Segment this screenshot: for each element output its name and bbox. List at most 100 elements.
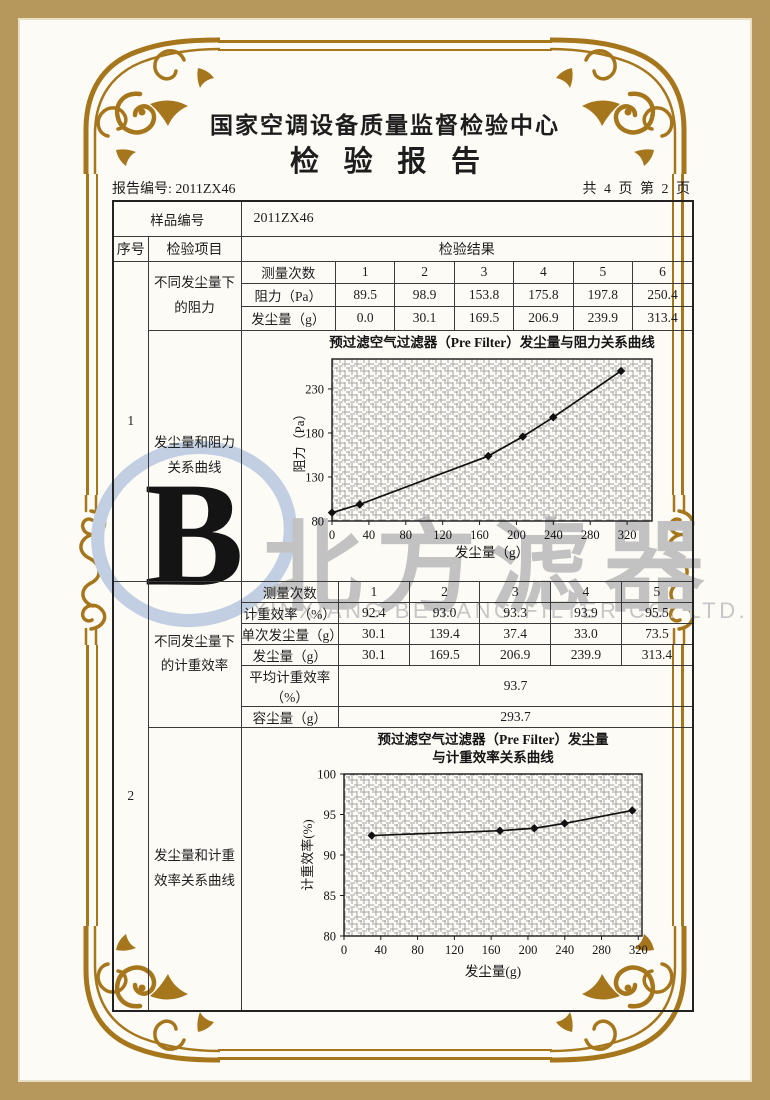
cell: 92.4 [338, 601, 410, 624]
cell: 30.1 [338, 643, 410, 666]
resistance-vs-dust-chart: 0 40 80 120 160 200 240 280 320 80 130 180 230 预过滤空气过… [292, 334, 655, 560]
section1-subtable-cell: 测量次数 1 2 3 4 5 6 阻力（Pa） 89.5 [240, 260, 694, 331]
svg-text:阻力（Pa）: 阻力（Pa） [292, 407, 307, 472]
section2-item-bottom: 发尘量和计重效率关系曲线 [147, 726, 242, 1011]
svg-text:40: 40 [374, 943, 387, 957]
svg-text:230: 230 [305, 382, 324, 396]
svg-text:160: 160 [470, 528, 489, 542]
cell: 93.9 [550, 601, 622, 624]
table-header-row: 序号 检验项目 检验结果 [112, 235, 694, 262]
report-number-label: 报告编号: [112, 182, 172, 197]
cell: 30.1 [338, 622, 410, 645]
cell: 5 [572, 261, 634, 284]
svg-text:85: 85 [323, 889, 336, 903]
frame-line-left-inner-lower [96, 645, 98, 926]
cell: 5 [620, 581, 692, 603]
resistance-subtable: 测量次数 1 2 3 4 5 6 阻力（Pa） 89.5 [241, 261, 692, 330]
svg-text:0: 0 [328, 528, 334, 542]
svg-text:发尘量（g）: 发尘量（g） [454, 545, 528, 560]
svg-text:180: 180 [305, 426, 324, 440]
svg-text:280: 280 [592, 943, 611, 957]
cell: 测量次数 [241, 261, 336, 284]
efficiency-subtable: 测量次数 1 2 3 4 5 计重效率（%） 92.4 93.0 [241, 581, 692, 727]
inspection-center-name: 国家空调设备质量监督检验中心 [210, 112, 560, 138]
section2-chart-row: 发尘量和计重效率关系曲线 0 40 80 120 160 200 240 280 320 80 85… [113, 726, 694, 1011]
table-row: 计重效率（%） 92.4 93.0 93.3 93.9 95.5 [241, 601, 692, 624]
sample-number-value: 2011ZX46 [240, 200, 694, 237]
svg-text:发尘量(g): 发尘量(g) [464, 964, 520, 979]
cell: 89.5 [334, 283, 396, 307]
svg-text:80: 80 [399, 528, 412, 542]
frame-line-left-outer-upper [86, 174, 89, 495]
cell: 250.4 [632, 283, 692, 307]
col-header-item: 检验项目 [147, 235, 242, 262]
table-row: 平均计重效率（%） 93.7 [241, 664, 692, 707]
cell: 测量次数 [241, 581, 339, 603]
frame-line-top-outer [218, 40, 552, 43]
cell: 1 [334, 261, 396, 284]
frame-line-top-inner [218, 49, 552, 51]
sample-number-label: 样品编号 [112, 200, 242, 237]
cell: 239.9 [550, 643, 622, 666]
cell: 95.5 [620, 601, 692, 624]
cell: 313.4 [632, 306, 692, 330]
svg-text:200: 200 [518, 943, 537, 957]
cell: 93.0 [408, 601, 481, 624]
average-efficiency-label: 平均计重效率（%） [241, 664, 339, 707]
col-header-result: 检验结果 [240, 235, 694, 262]
cell: 2 [408, 581, 481, 603]
table-row: 测量次数 1 2 3 4 5 6 [241, 261, 692, 284]
svg-text:100: 100 [317, 767, 336, 781]
cell: 313.4 [620, 643, 692, 666]
section2-seq: 2 [112, 580, 149, 1011]
cell: 2 [394, 261, 455, 284]
dust-capacity-label: 容尘量（g） [241, 705, 339, 727]
cell: 239.9 [572, 306, 634, 330]
section2-chart-cell: 0 40 80 120 160 200 240 280 320 80 85 90 95 100 预过滤空气过… [240, 726, 694, 1011]
report-title: 检验报告 [290, 146, 505, 178]
svg-text:240: 240 [555, 943, 574, 957]
frame-line-left-outer-lower [86, 645, 89, 926]
svg-text:80: 80 [323, 929, 336, 943]
section2-subtable-cell: 测量次数 1 2 3 4 5 计重效率（%） 92.4 93.0 [240, 580, 694, 728]
cell: 3 [453, 261, 515, 284]
table-row: 阻力（Pa） 89.5 98.9 153.8 175.8 197.8 250.4 [241, 283, 692, 307]
svg-text:240: 240 [543, 528, 562, 542]
section1-chart-cell: 0 40 80 120 160 200 240 280 320 80 130 180 230 预过滤空气过… [240, 329, 694, 582]
efficiency-vs-dust-chart: 0 40 80 120 160 200 240 280 320 80 85 90 95 100 预过滤空气过… [300, 731, 648, 979]
table-row: 单次发尘量（g） 30.1 139.4 37.4 33.0 73.5 [241, 622, 692, 645]
cell: 1 [338, 581, 410, 603]
dust-capacity-value: 293.7 [338, 705, 692, 727]
section2-data-row: 2 不同发尘量下的计重效率 测量次数 1 2 3 4 5 [112, 580, 694, 1011]
svg-text:95: 95 [323, 808, 336, 822]
section1-item-top: 不同发尘量下的阻力 [147, 260, 242, 331]
section1-chart-row: 发尘量和阻力关系曲线 0 40 80 120 160 200 240 280 320 80 130 1… [113, 329, 694, 582]
table-row: 测量次数 1 2 3 4 5 [241, 581, 692, 603]
cell: 197.8 [572, 283, 634, 307]
svg-text:280: 280 [580, 528, 599, 542]
cell: 发尘量（g） [241, 643, 339, 666]
svg-text:80: 80 [411, 943, 424, 957]
cell: 153.8 [453, 283, 515, 307]
cell: 206.9 [479, 643, 552, 666]
svg-text:320: 320 [617, 528, 636, 542]
cell: 169.5 [408, 643, 481, 666]
svg-text:40: 40 [362, 528, 375, 542]
svg-text:预过滤空气过滤器（Pre Filter）发尘量与阻力关系曲线: 预过滤空气过滤器（Pre Filter）发尘量与阻力关系曲线 [329, 334, 655, 350]
cell: 139.4 [408, 622, 481, 645]
cell: 3 [479, 581, 552, 603]
page-info: 共 4 页 第 2 页 [582, 182, 692, 197]
table-row: 发尘量（g） 30.1 169.5 206.9 239.9 313.4 [241, 643, 692, 666]
svg-text:80: 80 [311, 514, 324, 528]
cell: 4 [550, 581, 622, 603]
cell: 0.0 [334, 306, 396, 330]
col-header-seq: 序号 [112, 235, 149, 262]
report-meta-line: 共 4 页 第 2 页 报告编号: 2011ZX46 [112, 178, 692, 198]
svg-text:0: 0 [340, 943, 346, 957]
svg-text:预过滤空气过滤器（Pre Filter）发尘量: 预过滤空气过滤器（Pre Filter）发尘量 [377, 731, 609, 747]
cell: 33.0 [550, 622, 622, 645]
svg-text:120: 120 [433, 528, 452, 542]
svg-text:与计重效率关系曲线: 与计重效率关系曲线 [432, 749, 554, 765]
cell: 206.9 [513, 306, 574, 330]
